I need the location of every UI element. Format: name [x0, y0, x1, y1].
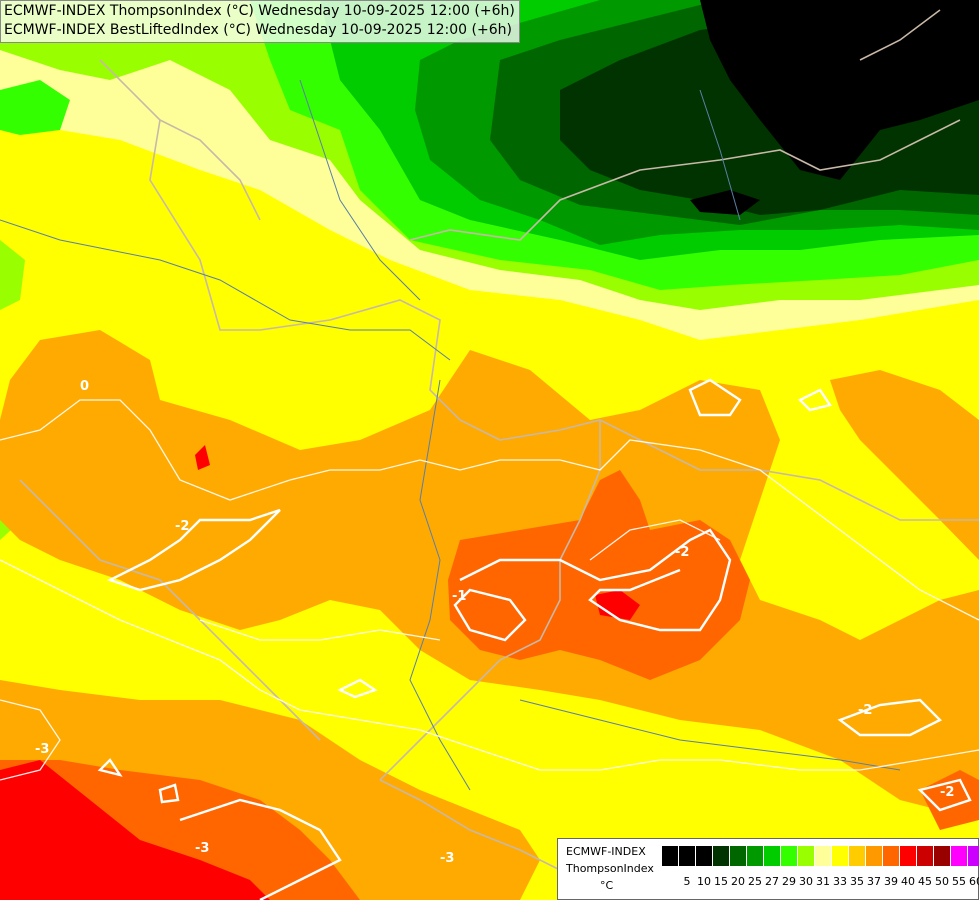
legend-swatch [951, 846, 968, 866]
legend-swatch [747, 846, 764, 866]
legend-tick-label: 15 [714, 875, 728, 888]
legend-swatch [730, 846, 747, 866]
legend-tick-label: 5 [683, 875, 691, 888]
legend-swatch [866, 846, 883, 866]
legend-tick-label: 50 [935, 875, 949, 888]
field-39-dot [195, 445, 210, 470]
legend-tick-label: 40 [901, 875, 915, 888]
legend-tick-label: 27 [765, 875, 779, 888]
country-borders [19, 9, 979, 871]
contour-label: -2 [175, 519, 189, 534]
contour-label: -3 [195, 841, 209, 856]
legend-tick-label: 35 [850, 875, 864, 888]
field-5-spot [690, 190, 760, 215]
contour-label: -1 [452, 589, 466, 604]
legend-tick-label: 31 [816, 875, 830, 888]
legend-tick-label: 20 [731, 875, 745, 888]
legend-swatch [764, 846, 781, 866]
contour-label: -3 [35, 742, 49, 757]
map-title-box: ECMWF-INDEX ThompsonIndex (°C) Wednesday… [0, 0, 520, 43]
legend-tick-label: 33 [833, 875, 847, 888]
legend-tick-label: 45 [918, 875, 932, 888]
field-5 [700, 0, 979, 180]
legend-swatch [849, 846, 866, 866]
legend-model: ECMWF-INDEX [566, 845, 646, 858]
legend-tick-label: 39 [884, 875, 898, 888]
legend-swatch [968, 846, 979, 866]
contour-label: -2 [940, 785, 954, 800]
legend-swatch [713, 846, 730, 866]
field-37-east [920, 770, 979, 830]
legend-swatch [815, 846, 832, 866]
legend-tick-label: 60 [969, 875, 979, 888]
isolines-thin [0, 399, 979, 781]
legend-tick-label: 10 [697, 875, 711, 888]
legend-swatch [832, 846, 849, 866]
color-legend: ECMWF-INDEX ThompsonIndex °C 5 10 15 20 25 27… [557, 838, 979, 900]
contour-label: -2 [675, 545, 689, 560]
legend-tick-label: 29 [782, 875, 796, 888]
field-39-center [595, 590, 640, 620]
legend-swatch [679, 846, 696, 866]
legend-tick-label: 37 [867, 875, 881, 888]
legend-swatch [662, 846, 679, 866]
legend-swatch [798, 846, 815, 866]
legend-swatch [781, 846, 798, 866]
legend-tick-label: 25 [748, 875, 762, 888]
legend-swatch [900, 846, 917, 866]
field-29-west [0, 240, 25, 310]
legend-tick-label: 30 [799, 875, 813, 888]
contour-labels: -2 -2 -2 -2 -3 -3 -3 -1 0 [35, 379, 954, 866]
legend-swatch [883, 846, 900, 866]
legend-variable: ThompsonIndex [566, 862, 654, 875]
contour-label: -2 [858, 703, 872, 718]
legend-swatches [662, 846, 979, 866]
legend-ticks: 5 1015202527293031333537394045505560 [670, 875, 979, 889]
rivers [0, 79, 901, 791]
contour-label: -3 [440, 851, 454, 866]
field-35-east [830, 370, 979, 560]
legend-swatch [917, 846, 934, 866]
legend-tick-label: 55 [952, 875, 966, 888]
isolines [97, 378, 972, 900]
field-39-south [0, 760, 270, 900]
field-27-west [0, 80, 70, 135]
contour-label: 0 [80, 379, 89, 394]
legend-swatch [696, 846, 713, 866]
field-37-center [448, 470, 750, 680]
title-best-lifted-index: ECMWF-INDEX BestLiftedIndex (°C) Wednesd… [4, 22, 512, 38]
title-thompson-index: ECMWF-INDEX ThompsonIndex (°C) Wednesday… [4, 3, 515, 19]
legend-swatch [934, 846, 951, 866]
legend-unit: °C [600, 879, 614, 892]
